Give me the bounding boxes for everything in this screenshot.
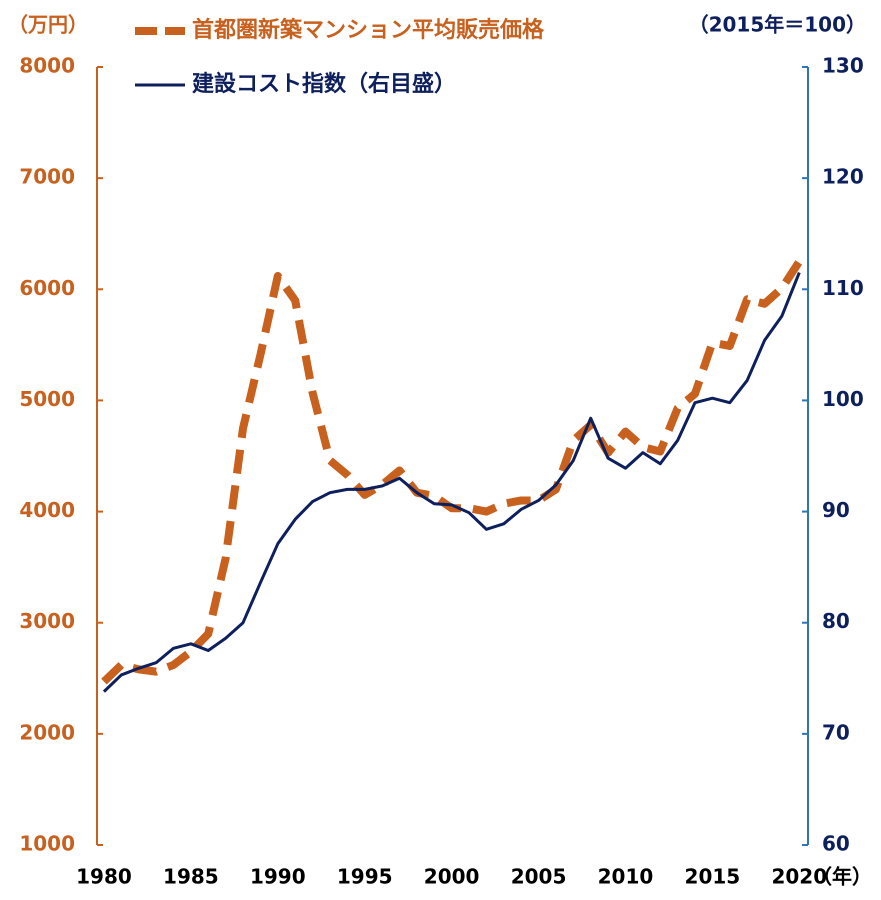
legend-label: 建設コスト指数（右目盛）: [192, 71, 456, 97]
y-tick-label: 3000: [19, 609, 75, 633]
y2-tick-label: 90: [822, 498, 850, 522]
x-tick-label: 2010: [598, 865, 654, 889]
y-tick-label: 6000: [19, 276, 75, 300]
series-line: [101, 259, 803, 685]
y2-tick-label: 110: [822, 276, 864, 300]
y-unit: （万円）: [8, 13, 88, 37]
y2-tick-label: 70: [822, 720, 850, 744]
x-tick-label: 2000: [424, 865, 480, 889]
y-tick-label: 8000: [19, 54, 75, 78]
legend-label: 首都圏新築マンション平均販売価格: [192, 17, 545, 43]
x-tick-label: 1985: [163, 865, 219, 889]
y-tick-label: 1000: [19, 832, 75, 856]
y-tick-label: 5000: [19, 387, 75, 411]
x-unit: （年）: [812, 865, 872, 889]
series-line: [102, 272, 801, 693]
y2-tick-label: 80: [822, 609, 850, 633]
y2-tick-label: 60: [822, 832, 850, 856]
y2-unit: （2015年＝100）: [689, 13, 866, 37]
y-tick-label: 4000: [19, 498, 75, 522]
x-tick-label: 1990: [250, 865, 306, 889]
x-tick-label: 2020: [771, 865, 827, 889]
y2-tick-label: 130: [822, 54, 864, 78]
x-tick-label: 2005: [511, 865, 567, 889]
x-tick-label: 2015: [685, 865, 741, 889]
y-tick-label: 7000: [19, 165, 75, 189]
y2-tick-label: 120: [822, 165, 864, 189]
x-tick-label: 1995: [337, 865, 393, 889]
x-tick-label: 1980: [76, 865, 132, 889]
y-tick-label: 2000: [19, 720, 75, 744]
y2-tick-label: 100: [822, 387, 864, 411]
